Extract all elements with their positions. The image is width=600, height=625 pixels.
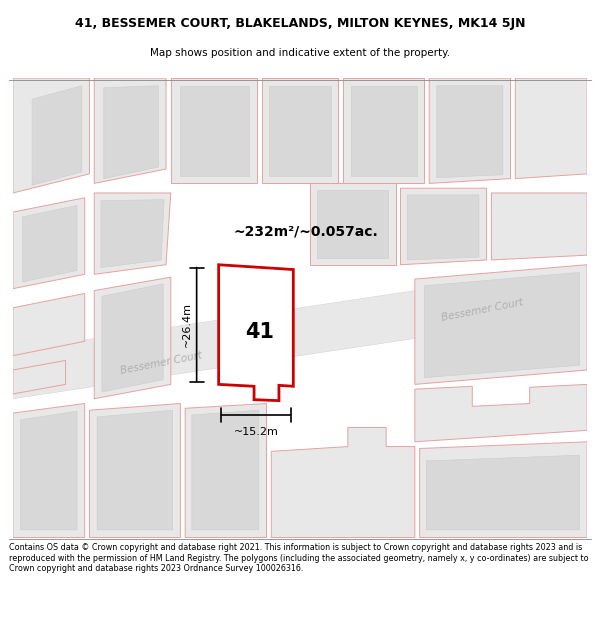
Polygon shape	[32, 86, 82, 185]
Polygon shape	[192, 410, 259, 530]
Polygon shape	[351, 86, 417, 176]
Polygon shape	[515, 78, 587, 179]
Text: ~232m²/~0.057ac.: ~232m²/~0.057ac.	[233, 224, 378, 238]
Text: ~26.4m: ~26.4m	[182, 302, 192, 347]
Text: Bessemer Court: Bessemer Court	[119, 351, 203, 376]
Text: Contains OS data © Crown copyright and database right 2021. This information is : Contains OS data © Crown copyright and d…	[9, 543, 589, 573]
Polygon shape	[171, 78, 257, 183]
Text: Map shows position and indicative extent of the property.: Map shows position and indicative extent…	[150, 48, 450, 58]
Polygon shape	[310, 183, 396, 265]
Polygon shape	[13, 265, 587, 399]
Polygon shape	[437, 86, 503, 177]
Polygon shape	[94, 193, 171, 274]
Polygon shape	[94, 78, 166, 183]
Polygon shape	[218, 265, 293, 401]
Polygon shape	[317, 190, 388, 258]
Polygon shape	[185, 404, 266, 538]
Polygon shape	[20, 411, 77, 530]
Polygon shape	[13, 294, 85, 356]
Polygon shape	[94, 278, 171, 399]
Polygon shape	[427, 455, 580, 530]
Polygon shape	[262, 78, 338, 183]
Polygon shape	[424, 272, 580, 378]
Polygon shape	[181, 86, 249, 176]
Polygon shape	[104, 86, 158, 179]
Polygon shape	[415, 384, 587, 442]
Polygon shape	[415, 265, 587, 384]
Polygon shape	[269, 86, 331, 176]
Polygon shape	[13, 198, 85, 289]
Polygon shape	[101, 199, 164, 268]
Polygon shape	[429, 78, 511, 183]
Polygon shape	[13, 78, 89, 193]
Polygon shape	[419, 442, 587, 538]
Polygon shape	[13, 361, 65, 394]
Polygon shape	[102, 284, 163, 392]
Polygon shape	[271, 428, 415, 538]
Polygon shape	[400, 188, 487, 265]
Polygon shape	[407, 195, 479, 260]
Polygon shape	[97, 410, 173, 530]
Polygon shape	[89, 404, 181, 538]
Text: 41: 41	[245, 322, 274, 342]
Polygon shape	[22, 206, 77, 282]
Polygon shape	[343, 78, 424, 183]
Text: Bessemer Court: Bessemer Court	[440, 297, 524, 322]
Text: ~15.2m: ~15.2m	[233, 428, 278, 438]
Text: 41, BESSEMER COURT, BLAKELANDS, MILTON KEYNES, MK14 5JN: 41, BESSEMER COURT, BLAKELANDS, MILTON K…	[75, 17, 525, 30]
Polygon shape	[491, 193, 587, 260]
Polygon shape	[13, 404, 85, 538]
